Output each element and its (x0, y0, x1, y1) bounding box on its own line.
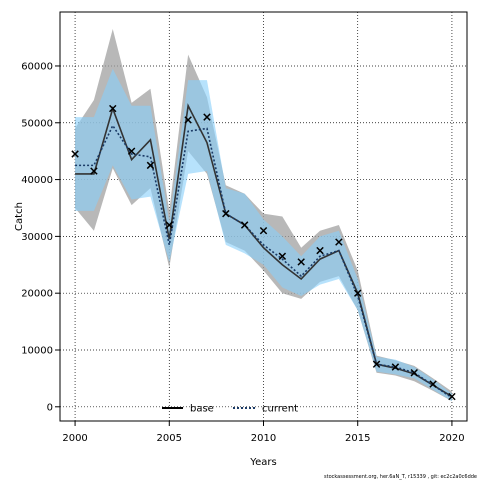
observed-marker (165, 221, 174, 229)
observed-marker (71, 150, 79, 158)
observed-marker (146, 161, 155, 170)
x-axis-title: Years (249, 457, 276, 468)
observed-marker (372, 360, 381, 368)
observed-point (203, 113, 211, 121)
x-tick-label: 2010 (251, 433, 276, 444)
observed-point (448, 392, 456, 401)
series-lines (75, 103, 453, 399)
legend: base current (162, 404, 298, 415)
observed-point (127, 147, 136, 155)
line-current (75, 123, 453, 399)
observed-point (391, 363, 400, 371)
observed-marker (410, 368, 418, 377)
x-tick-label: 2000 (62, 433, 87, 444)
y-tick-label: 40000 (21, 175, 53, 186)
band-current (75, 68, 452, 402)
observed-marker (278, 252, 287, 260)
observed-marker (184, 116, 192, 124)
legend-label-base: base (190, 404, 214, 415)
observed-marker (391, 363, 400, 371)
observed-point (259, 226, 268, 235)
observed-marker (297, 258, 305, 266)
y-tick-label: 60000 (21, 61, 53, 72)
x-tick-label: 2015 (345, 433, 370, 444)
observed-marker (353, 289, 362, 297)
axes: 2000 2005 2010 2015 2020 0 10000 20000 30000 4000… (21, 61, 464, 444)
observed-point (240, 221, 249, 229)
observed-point (184, 116, 192, 124)
observed-marker (240, 221, 249, 229)
y-tick-label: 10000 (21, 345, 53, 356)
y-axis-title: Catch (14, 202, 25, 231)
observed-point (278, 252, 287, 260)
observed-marker (90, 167, 98, 175)
observed-marker (203, 113, 211, 121)
observed-point (372, 360, 381, 368)
observed-point (222, 209, 230, 218)
observed-marker (222, 209, 230, 218)
observed-point (90, 167, 98, 175)
x-tick-label: 2005 (157, 433, 182, 444)
x-tick-label: 2020 (439, 433, 464, 444)
footer-note: stockassessment.org, her.6aN_T, r15339 ,… (324, 474, 477, 480)
observed-point (71, 150, 79, 158)
observed-point (297, 258, 305, 266)
observed-marker (127, 147, 136, 155)
observed-marker (335, 238, 343, 246)
observed-marker (259, 226, 268, 235)
observed-point (109, 104, 117, 113)
observed-point (410, 368, 418, 377)
observed-points (71, 104, 456, 401)
observed-point (353, 289, 362, 297)
observed-point (335, 238, 343, 246)
y-tick-label: 50000 (21, 118, 53, 129)
observed-point (146, 161, 155, 170)
observed-marker (316, 246, 324, 255)
observed-point (316, 246, 324, 255)
observed-marker (109, 104, 117, 113)
confidence-bands (75, 29, 452, 402)
observed-marker (448, 392, 456, 401)
legend-label-current: current (262, 404, 298, 415)
y-tick-label: 30000 (21, 232, 53, 243)
observed-point (165, 221, 174, 229)
y-tick-label: 20000 (21, 289, 53, 300)
observed-marker (429, 380, 437, 388)
y-tick-label: 0 (47, 402, 53, 413)
observed-point (429, 380, 437, 388)
